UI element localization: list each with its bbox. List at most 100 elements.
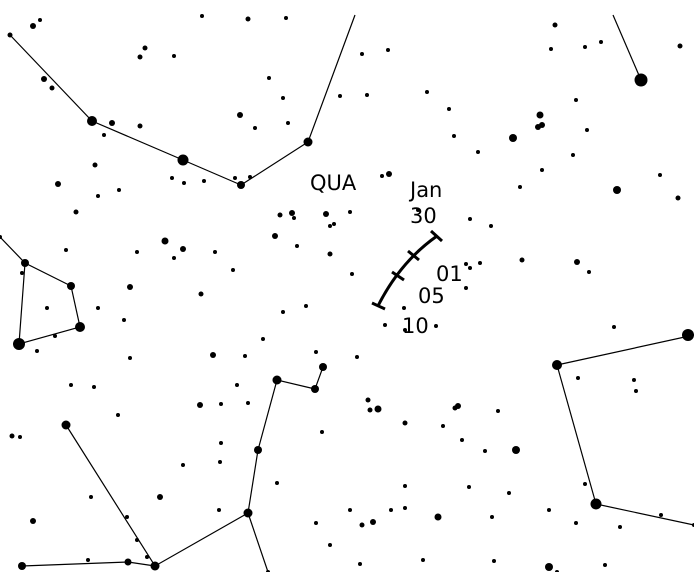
- star: [460, 438, 464, 442]
- star: [198, 291, 204, 297]
- star: [102, 133, 106, 137]
- star: [576, 376, 580, 380]
- star: [275, 481, 279, 485]
- star: [30, 23, 36, 29]
- star: [281, 310, 285, 314]
- star: [659, 513, 663, 517]
- star: [96, 306, 100, 310]
- star: [367, 407, 373, 413]
- star: [218, 460, 222, 464]
- star: [277, 212, 283, 218]
- radiant-tick: [407, 249, 420, 262]
- star: [536, 111, 544, 119]
- star: [267, 76, 271, 80]
- star: [254, 446, 262, 454]
- star: [157, 494, 163, 500]
- star: [272, 233, 278, 239]
- star: [464, 286, 468, 290]
- star: [75, 322, 85, 332]
- star: [137, 54, 143, 60]
- star: [539, 122, 545, 128]
- star: [161, 237, 169, 245]
- star: [512, 446, 520, 454]
- star: [20, 271, 24, 275]
- date-label: 10: [402, 314, 429, 338]
- star: [142, 45, 148, 51]
- date-label: 01: [436, 262, 463, 286]
- star: [69, 383, 73, 387]
- radiant-tick: [429, 229, 444, 243]
- star: [67, 282, 75, 290]
- star: [18, 562, 26, 570]
- radiant-drift: [371, 229, 444, 311]
- radiant-tick: [371, 301, 386, 311]
- star: [402, 306, 406, 310]
- star: [292, 216, 296, 220]
- star: [360, 52, 364, 56]
- star: [30, 518, 36, 524]
- star: [677, 43, 683, 49]
- date-label: 05: [418, 284, 445, 308]
- star: [327, 251, 333, 257]
- star: [233, 176, 237, 180]
- star: [634, 389, 638, 393]
- star: [248, 175, 252, 179]
- star: [464, 262, 468, 266]
- star: [403, 328, 407, 332]
- constellation-label: QUA: [310, 171, 357, 195]
- star: [441, 424, 445, 428]
- star: [311, 385, 319, 393]
- star: [21, 259, 29, 267]
- star: [92, 385, 96, 389]
- star: [478, 261, 482, 265]
- star: [518, 185, 522, 189]
- star: [53, 334, 57, 338]
- date-label: 30: [410, 204, 437, 228]
- star: [618, 525, 622, 529]
- star: [585, 128, 589, 132]
- star: [261, 337, 265, 341]
- star: [374, 405, 382, 413]
- star: [355, 355, 359, 359]
- star: [452, 134, 456, 138]
- star: [213, 250, 217, 254]
- star: [402, 420, 408, 426]
- star: [483, 449, 487, 453]
- star: [383, 323, 387, 327]
- star: [7, 32, 13, 38]
- star: [468, 217, 472, 221]
- star: [447, 107, 451, 111]
- star: [172, 256, 176, 260]
- star: [552, 22, 558, 28]
- star: [284, 16, 288, 20]
- star: [64, 248, 68, 252]
- star: [603, 563, 607, 567]
- star: [170, 176, 174, 180]
- star: [338, 94, 342, 98]
- star: [243, 508, 253, 518]
- star: [545, 563, 553, 571]
- star: [365, 397, 371, 403]
- month-label: Jan: [408, 178, 442, 202]
- constellation-line: [556, 334, 694, 526]
- star: [246, 401, 250, 405]
- star: [348, 508, 352, 512]
- star: [348, 210, 352, 214]
- star: [304, 304, 308, 308]
- star: [41, 76, 47, 82]
- star: [219, 441, 223, 445]
- star: [55, 181, 61, 187]
- star: [116, 413, 120, 417]
- star: [583, 45, 587, 49]
- star: [587, 270, 591, 274]
- star: [87, 116, 97, 126]
- star: [496, 409, 500, 413]
- star: [359, 522, 365, 528]
- star: [319, 363, 327, 371]
- star: [492, 559, 496, 563]
- star: [125, 515, 129, 519]
- star: [200, 14, 204, 18]
- star: [599, 40, 603, 44]
- star: [286, 121, 290, 125]
